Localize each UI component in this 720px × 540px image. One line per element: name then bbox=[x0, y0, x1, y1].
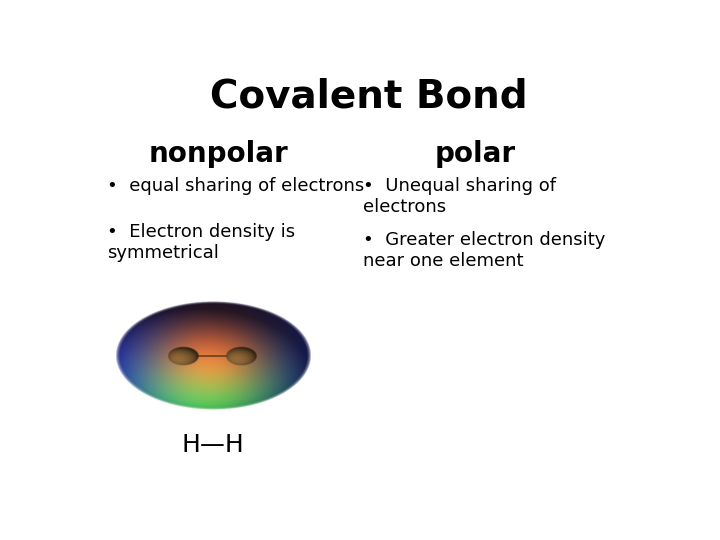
Text: polar: polar bbox=[434, 140, 516, 167]
Text: H—H: H—H bbox=[181, 433, 244, 457]
Text: Covalent Bond: Covalent Bond bbox=[210, 77, 528, 115]
Text: •  Unequal sharing of
electrons: • Unequal sharing of electrons bbox=[364, 177, 557, 216]
Text: •  equal sharing of electrons: • equal sharing of electrons bbox=[107, 177, 364, 195]
Text: •  Greater electron density
near one element: • Greater electron density near one elem… bbox=[364, 231, 606, 270]
Text: nonpolar: nonpolar bbox=[148, 140, 288, 167]
Text: •  Electron density is
symmetrical: • Electron density is symmetrical bbox=[107, 223, 295, 261]
